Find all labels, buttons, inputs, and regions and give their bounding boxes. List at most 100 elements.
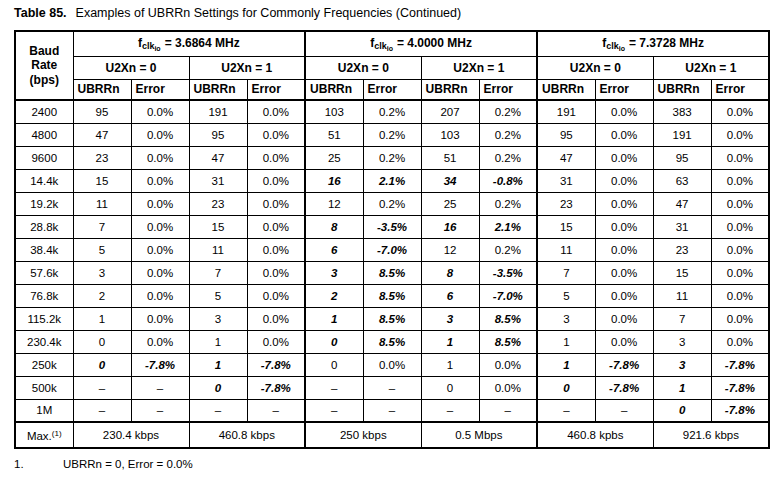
- col-header-ubrr: UBRRn: [73, 79, 131, 100]
- data-cell: 0.0%: [595, 146, 653, 169]
- table-number: Table 85.: [14, 6, 67, 20]
- data-cell: 0.2%: [479, 192, 537, 215]
- data-cell: -7.0%: [479, 284, 537, 307]
- freq-header-cell: fclkio= 3.6864 MHz: [73, 31, 305, 56]
- freq-value: = 4.0000 MHz: [397, 36, 472, 50]
- data-cell: 0.0%: [595, 307, 653, 330]
- data-cell: 0.0%: [595, 261, 653, 284]
- data-cell: 0.0%: [131, 192, 189, 215]
- data-cell: 12: [305, 192, 363, 215]
- data-cell: 0.0%: [131, 284, 189, 307]
- data-cell: 0.0%: [247, 192, 305, 215]
- data-cell: 8.5%: [363, 307, 421, 330]
- col-header-ubrr: UBRRn: [189, 79, 247, 100]
- data-cell: 6: [421, 284, 479, 307]
- baud-cell: 38.4k: [15, 238, 73, 261]
- data-cell: 47: [189, 146, 247, 169]
- data-cell: 47: [73, 123, 131, 146]
- data-cell: 0.0%: [479, 353, 537, 376]
- data-cell: 0.0%: [247, 307, 305, 330]
- data-cell: –: [305, 399, 363, 422]
- data-cell: 51: [421, 146, 479, 169]
- baud-cell: 14.4k: [15, 169, 73, 192]
- table-row: 250k 0 -7.8% 1 -7.8% 0 0.0% 1 0.0% 1 -7.…: [15, 353, 769, 376]
- data-cell: 0.0%: [711, 192, 769, 215]
- data-cell: 0.0%: [247, 169, 305, 192]
- col-header-error: Error: [479, 79, 537, 100]
- data-cell: 47: [653, 192, 711, 215]
- data-cell: 23: [189, 192, 247, 215]
- data-cell: 15: [537, 215, 595, 238]
- table-row: 14.4k 15 0.0% 31 0.0% 16 2.1% 34 -0.8% 3…: [15, 169, 769, 192]
- data-cell: –: [73, 399, 131, 422]
- table-row: 500k – – 0 -7.8% – – 0 0.0% 0 -7.8% 1 -7…: [15, 376, 769, 399]
- data-cell: -7.0%: [363, 238, 421, 261]
- data-cell: 3: [653, 353, 711, 376]
- data-cell: 95: [73, 100, 131, 123]
- table-footer: Max.(1) 230.4 kbps 460.8 kbps 250 kbps 0…: [15, 422, 769, 448]
- data-cell: 8.5%: [363, 284, 421, 307]
- data-cell: –: [73, 376, 131, 399]
- baud-cell: 4800: [15, 123, 73, 146]
- data-cell: 11: [537, 238, 595, 261]
- data-cell: 0.0%: [247, 238, 305, 261]
- data-cell: 0.0%: [247, 284, 305, 307]
- col-header-ubrr: UBRRn: [653, 79, 711, 100]
- fclk-subsub: io: [619, 45, 625, 52]
- data-cell: 0.0%: [595, 192, 653, 215]
- data-cell: 3: [653, 330, 711, 353]
- data-cell: 191: [189, 100, 247, 123]
- data-cell: 3: [537, 307, 595, 330]
- data-cell: 63: [653, 169, 711, 192]
- data-cell: 0.0%: [711, 330, 769, 353]
- data-cell: 0.0%: [131, 238, 189, 261]
- data-cell: 23: [653, 238, 711, 261]
- data-cell: 7: [537, 261, 595, 284]
- table-row: 115.2k 1 0.0% 3 0.0% 1 8.5% 3 8.5% 3 0.0…: [15, 307, 769, 330]
- data-cell: –: [595, 399, 653, 422]
- u2x-header-cell: U2Xn = 1: [189, 56, 305, 79]
- data-cell: 0.0%: [247, 261, 305, 284]
- data-cell: 2: [73, 284, 131, 307]
- data-cell: 2.1%: [363, 169, 421, 192]
- data-cell: 0.2%: [363, 123, 421, 146]
- data-cell: 11: [73, 192, 131, 215]
- data-cell: 0.0%: [595, 215, 653, 238]
- baud-cell: 2400: [15, 100, 73, 123]
- data-cell: -7.8%: [595, 353, 653, 376]
- data-cell: 7: [189, 261, 247, 284]
- data-cell: 23: [537, 192, 595, 215]
- col-header-ubrr: UBRRn: [421, 79, 479, 100]
- data-cell: 7: [73, 215, 131, 238]
- data-cell: 0.0%: [479, 376, 537, 399]
- table-row: 57.6k 3 0.0% 7 0.0% 3 8.5% 8 -3.5% 7 0.0…: [15, 261, 769, 284]
- data-cell: 8: [421, 261, 479, 284]
- data-cell: 0.2%: [479, 238, 537, 261]
- footnote-text: UBRRn = 0, Error = 0.0%: [63, 458, 193, 470]
- fclk-subsub: io: [154, 45, 160, 52]
- data-cell: 3: [305, 261, 363, 284]
- baud-cell: 19.2k: [15, 192, 73, 215]
- data-cell: 0.0%: [247, 330, 305, 353]
- data-cell: 3: [421, 307, 479, 330]
- table-row: 2400 95 0.0% 191 0.0% 103 0.2% 207 0.2% …: [15, 100, 769, 123]
- data-cell: 0.0%: [711, 261, 769, 284]
- data-cell: 0.0%: [711, 284, 769, 307]
- u2x-header-cell: U2Xn = 0: [537, 56, 653, 79]
- col-header-error: Error: [711, 79, 769, 100]
- max-footnote-ref: (1): [52, 429, 62, 438]
- datasheet-page: Table 85.Examples of UBRRn Settings for …: [0, 0, 782, 489]
- table-title: Table 85.Examples of UBRRn Settings for …: [14, 6, 461, 20]
- data-cell: 31: [189, 169, 247, 192]
- data-cell: 1: [653, 376, 711, 399]
- data-cell: 103: [305, 100, 363, 123]
- data-cell: 383: [653, 100, 711, 123]
- freq-header-row: Baud Rate (bps) fclkio= 3.6864 MHz fclki…: [15, 31, 769, 56]
- baud-cell: 115.2k: [15, 307, 73, 330]
- data-cell: 0.0%: [131, 123, 189, 146]
- col-header-error: Error: [131, 79, 189, 100]
- col-header-error: Error: [363, 79, 421, 100]
- data-cell: –: [479, 399, 537, 422]
- data-cell: –: [131, 376, 189, 399]
- data-cell: 11: [189, 238, 247, 261]
